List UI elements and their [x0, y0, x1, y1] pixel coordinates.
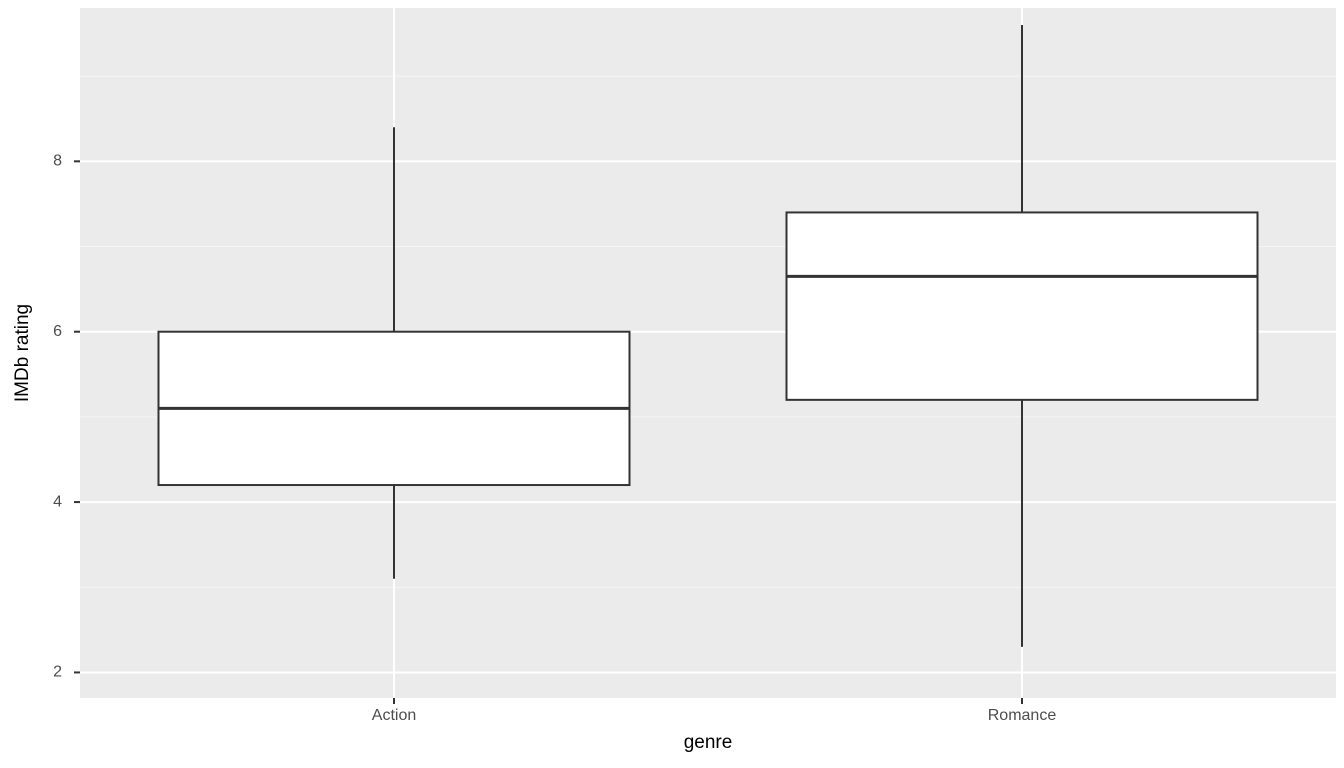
chart-svg: 2 4 6 8 Action Romance genre IMDb rating [0, 0, 1344, 768]
boxplot-chart: 2 4 6 8 Action Romance genre IMDb rating [0, 0, 1344, 768]
y-tick-label: 6 [53, 323, 62, 340]
y-tick-label: 8 [53, 153, 62, 170]
y-tick-label: 2 [53, 664, 62, 681]
y-axis-title: IMDb rating [12, 304, 33, 402]
x-axis-title: genre [684, 732, 733, 753]
y-tick-label: 4 [53, 493, 62, 510]
x-tick-label: Action [372, 707, 416, 724]
x-tick-label: Romance [988, 707, 1057, 724]
